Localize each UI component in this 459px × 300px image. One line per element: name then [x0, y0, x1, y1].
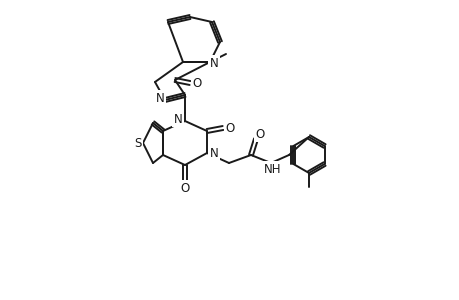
Text: N: N	[209, 146, 218, 160]
Text: O: O	[192, 76, 201, 89]
Text: N: N	[209, 56, 218, 70]
Text: N: N	[173, 112, 182, 125]
Text: O: O	[180, 182, 189, 194]
Text: N: N	[155, 92, 164, 104]
Text: NH: NH	[263, 163, 281, 176]
Text: S: S	[134, 136, 141, 149]
Text: O: O	[255, 128, 264, 140]
Text: O: O	[225, 122, 234, 134]
